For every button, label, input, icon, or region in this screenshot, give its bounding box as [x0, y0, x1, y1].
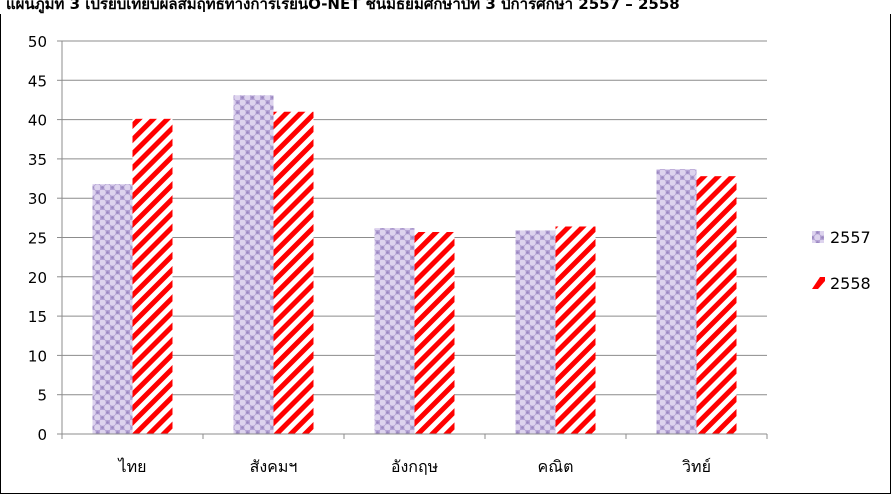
bar-2557-1 [92, 184, 133, 434]
y-tick-label: 40 [28, 112, 47, 130]
legend-label: 2558 [830, 274, 871, 293]
bar-2558-4 [555, 226, 596, 434]
y-tick-label: 0 [37, 426, 47, 444]
bar-2557-2 [233, 95, 274, 434]
x-tick-label: คณิต [538, 457, 574, 476]
bar-2558-1 [132, 118, 173, 435]
y-tick-label: 35 [28, 151, 47, 169]
y-tick-label: 20 [28, 269, 47, 287]
bar-2557-3 [374, 228, 415, 434]
x-tick-label: ไทย [117, 457, 147, 476]
x-tick-label: อังกฤษ [391, 457, 438, 476]
y-tick-label: 10 [28, 347, 47, 365]
chart-title: แผนภูมิที่ 3 เปรียบเทียบผลสัมฤทธิ์ทางการ… [6, 0, 680, 13]
bar-2558-3 [414, 231, 455, 434]
y-tick-label: 25 [28, 230, 47, 248]
x-tick-label: วิทย์ [682, 457, 711, 476]
bar-2557-5 [656, 169, 697, 435]
bar-2558-5 [696, 176, 737, 434]
y-tick-label: 5 [37, 387, 47, 405]
legend-swatch-2558 [812, 277, 825, 289]
chart-frame [0, 14, 891, 494]
x-tick-label: สังคมฯ [250, 457, 298, 476]
y-tick-label: 50 [28, 33, 47, 51]
y-tick-label: 30 [28, 190, 47, 208]
legend-swatch-2557 [812, 231, 824, 243]
bar-2558-2 [273, 111, 314, 435]
chart-title-strip: แผนภูมิที่ 3 เปรียบเทียบผลสัมฤทธิ์ทางการ… [0, 0, 893, 16]
y-tick-label: 45 [28, 72, 47, 90]
legend-label: 2557 [830, 228, 871, 247]
bar-2557-4 [515, 230, 556, 434]
y-tick-label: 15 [28, 308, 47, 326]
